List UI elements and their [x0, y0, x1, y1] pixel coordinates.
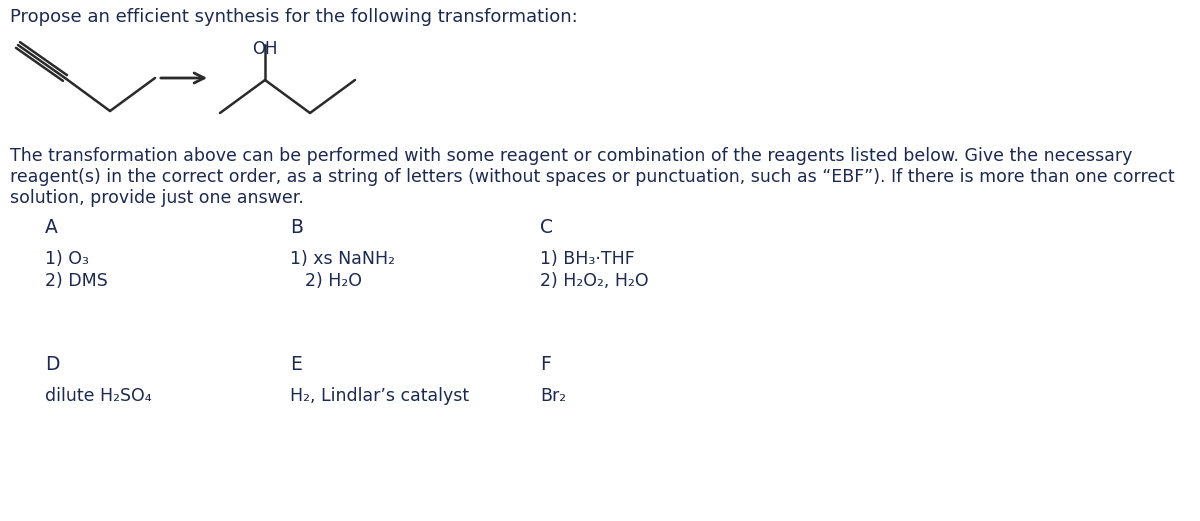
Text: A: A	[46, 218, 58, 237]
Text: OH: OH	[252, 40, 277, 58]
Text: D: D	[46, 355, 60, 374]
Text: B: B	[290, 218, 302, 237]
Text: 2) DMS: 2) DMS	[46, 272, 108, 290]
Text: reagent(s) in the correct order, as a string of letters (without spaces or punct: reagent(s) in the correct order, as a st…	[10, 168, 1175, 186]
Text: 2) H₂O₂, H₂O: 2) H₂O₂, H₂O	[540, 272, 649, 290]
Text: E: E	[290, 355, 302, 374]
Text: H₂, Lindlar’s catalyst: H₂, Lindlar’s catalyst	[290, 387, 469, 405]
Text: 2) H₂O: 2) H₂O	[305, 272, 362, 290]
Text: 1) O₃: 1) O₃	[46, 250, 89, 268]
Text: The transformation above can be performed with some reagent or combination of th: The transformation above can be performe…	[10, 147, 1133, 165]
Text: C: C	[540, 218, 553, 237]
Text: solution, provide just one answer.: solution, provide just one answer.	[10, 189, 304, 207]
Text: Propose an efficient synthesis for the following transformation:: Propose an efficient synthesis for the f…	[10, 8, 577, 26]
Text: dilute H₂SO₄: dilute H₂SO₄	[46, 387, 151, 405]
Text: 1) BH₃·THF: 1) BH₃·THF	[540, 250, 635, 268]
Text: Br₂: Br₂	[540, 387, 566, 405]
Text: 1) xs NaNH₂: 1) xs NaNH₂	[290, 250, 395, 268]
Text: F: F	[540, 355, 551, 374]
